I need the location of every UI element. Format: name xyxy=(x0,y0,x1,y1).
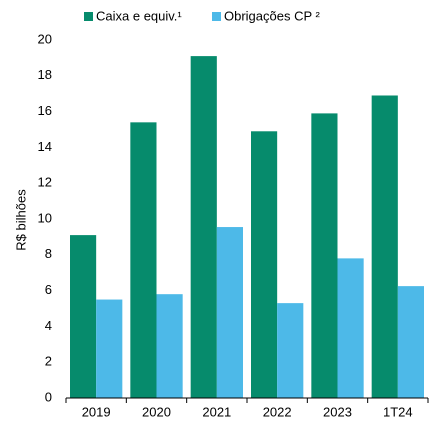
bar xyxy=(397,286,424,398)
bar xyxy=(216,227,243,398)
y-tick-label: 6 xyxy=(45,282,52,297)
bar xyxy=(70,235,97,398)
bar xyxy=(277,303,304,398)
y-tick-label: 10 xyxy=(38,210,52,225)
bar xyxy=(190,56,217,399)
y-tick-label: 16 xyxy=(38,103,52,118)
bar xyxy=(337,258,364,398)
y-tick-label: 12 xyxy=(38,175,52,190)
y-tick-label: 4 xyxy=(45,318,52,333)
x-tick-label: 2023 xyxy=(323,404,352,419)
y-tick-label: 8 xyxy=(45,246,52,261)
y-tick-label: 18 xyxy=(38,67,52,82)
legend-swatch xyxy=(212,12,221,21)
y-tick-label: 20 xyxy=(38,31,52,46)
bar xyxy=(130,122,157,398)
x-tick-label: 2022 xyxy=(263,404,292,419)
x-tick-label: 1T24 xyxy=(383,404,413,419)
y-tick-label: 14 xyxy=(38,139,52,154)
x-tick-label: 2019 xyxy=(82,404,111,419)
x-tick-label: 2021 xyxy=(202,404,231,419)
y-axis-label: R$ bilhões xyxy=(13,189,28,251)
legend-label: Obrigações CP ² xyxy=(224,8,321,23)
bar xyxy=(251,131,278,399)
legend-label: Caixa e equiv.¹ xyxy=(96,8,182,23)
bar xyxy=(156,294,183,398)
y-tick-label: 0 xyxy=(45,389,52,404)
bar xyxy=(96,299,123,398)
bar xyxy=(371,95,398,399)
y-tick-label: 2 xyxy=(45,354,52,369)
bar xyxy=(311,113,338,398)
legend-swatch xyxy=(84,12,93,21)
x-tick-label: 2020 xyxy=(142,404,171,419)
